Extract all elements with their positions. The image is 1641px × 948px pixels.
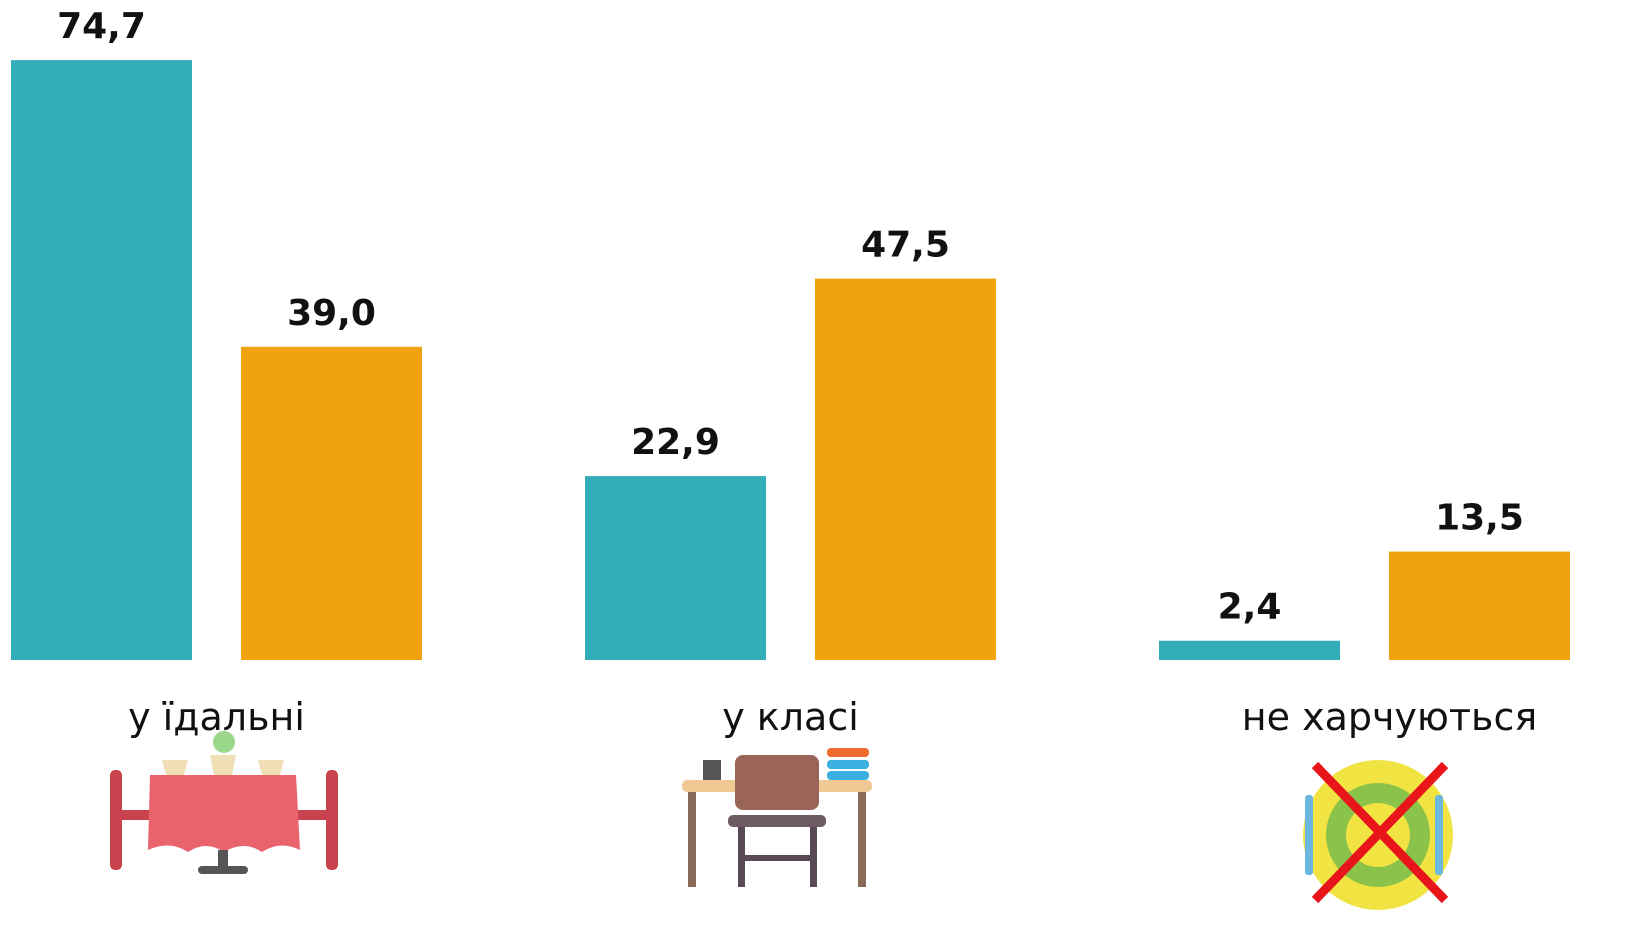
bar — [241, 346, 422, 660]
category-label: не харчуються — [1242, 695, 1537, 739]
bar — [1159, 640, 1340, 660]
bar — [11, 60, 192, 661]
value-label: 74,7 — [57, 6, 146, 47]
value-label: 22,9 — [631, 422, 720, 463]
category-label: у класі — [722, 695, 859, 739]
value-label: 2,4 — [1218, 587, 1282, 628]
category-label: у їдальні — [128, 695, 305, 739]
bar — [1389, 551, 1570, 660]
bar — [585, 476, 766, 660]
icon-dining — [110, 731, 338, 874]
bar — [815, 278, 996, 660]
value-label: 39,0 — [287, 293, 376, 334]
value-label: 47,5 — [861, 225, 950, 266]
value-label: 13,5 — [1435, 498, 1524, 539]
icon-no-food — [1303, 760, 1453, 910]
icon-classroom — [682, 748, 872, 887]
